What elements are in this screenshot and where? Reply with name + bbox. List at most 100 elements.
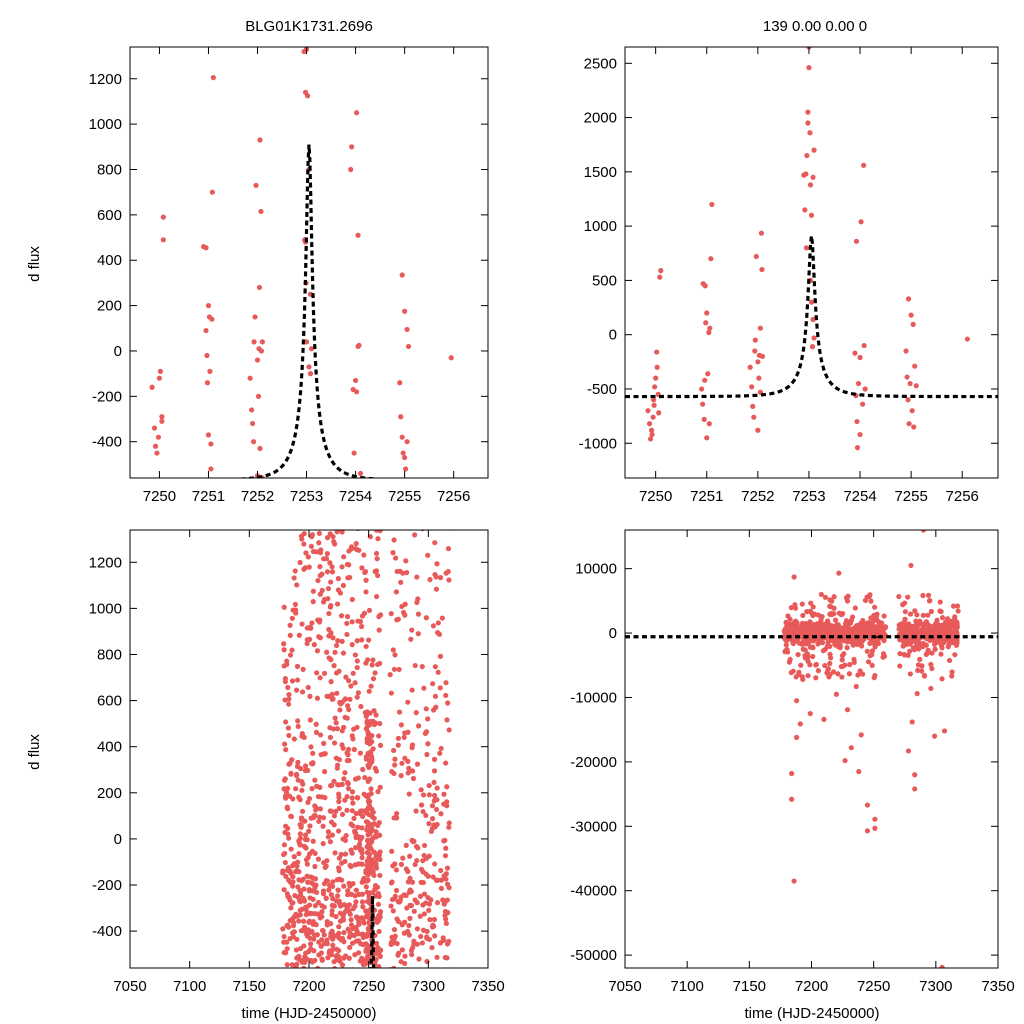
data-point (203, 245, 209, 251)
data-point (758, 230, 765, 236)
data-point (347, 696, 353, 702)
data-point (409, 951, 415, 958)
data-point (398, 861, 405, 867)
x-tick-label: 7254 (339, 488, 372, 505)
x-tick-label: 7250 (143, 488, 176, 505)
data-point (373, 865, 380, 871)
data-point (293, 964, 299, 968)
data-point (876, 628, 882, 635)
data-point (920, 640, 926, 646)
data-point (831, 611, 837, 617)
data-point (332, 965, 338, 968)
data-point (414, 969, 419, 974)
data-point (285, 701, 292, 707)
data-point (657, 274, 663, 280)
data-point (377, 784, 383, 790)
data-point (339, 935, 346, 942)
data-point (363, 660, 369, 666)
data-point (389, 848, 395, 854)
data-point (366, 894, 372, 900)
data-point (347, 574, 353, 581)
data-point (699, 386, 705, 392)
y-tick-label: 600 (97, 693, 122, 710)
data-point (424, 934, 430, 940)
data-point (911, 424, 917, 430)
data-point (307, 823, 313, 829)
data-point (423, 615, 429, 621)
ylabel-bottom-left: d flux (26, 734, 43, 770)
data-point (821, 716, 827, 722)
data-point (432, 933, 438, 939)
data-point (336, 868, 342, 874)
data-point (796, 669, 802, 675)
data-point (149, 384, 155, 390)
data-point (348, 166, 354, 173)
data-point (328, 657, 334, 663)
data-point (340, 912, 347, 918)
data-point (311, 932, 318, 938)
data-point (311, 642, 317, 648)
data-point (287, 935, 293, 942)
data-point (152, 443, 159, 449)
data-point (321, 932, 327, 938)
data-point (880, 654, 886, 660)
data-point (282, 776, 288, 782)
data-point (329, 832, 336, 838)
data-point (307, 895, 313, 901)
data-point (365, 832, 371, 838)
data-point (282, 829, 288, 836)
data-point (949, 673, 955, 679)
data-point (312, 777, 318, 783)
data-point (247, 375, 253, 381)
data-point (902, 630, 908, 637)
plot-frame (624, 46, 999, 479)
data-point (858, 219, 864, 225)
data-point (444, 865, 451, 871)
data-point (373, 550, 380, 557)
data-point (418, 787, 424, 793)
data-point (862, 386, 868, 392)
data-point (396, 709, 403, 715)
data-point (329, 912, 335, 918)
data-point (308, 957, 314, 964)
data-point (299, 808, 306, 814)
data-point (298, 822, 304, 828)
data-point (258, 208, 264, 215)
data-point (875, 640, 882, 647)
data-point (645, 408, 651, 414)
data-point (937, 608, 943, 614)
data-point (352, 829, 358, 835)
data-point (324, 941, 330, 947)
data-point (305, 928, 311, 934)
data-point (280, 870, 286, 876)
data-point (353, 540, 359, 547)
plot-frame (129, 529, 489, 969)
data-point (929, 665, 935, 672)
data-point (844, 645, 850, 651)
y-tick-label: 0 (609, 625, 617, 642)
data-point (391, 666, 398, 672)
data-point (343, 674, 349, 680)
data-point (310, 838, 316, 844)
xlabel-bottom-left: time (HJD-2450000) (241, 1005, 376, 1022)
data-point (443, 876, 449, 882)
data-point (859, 635, 865, 641)
data-point (806, 65, 812, 71)
data-point (377, 742, 384, 748)
data-point (349, 850, 355, 856)
data-point (448, 355, 454, 361)
data-point (300, 666, 306, 673)
data-point (872, 617, 878, 623)
data-point (321, 596, 328, 603)
data-point (291, 736, 297, 742)
data-point (849, 614, 856, 620)
data-point (941, 728, 948, 734)
data-point (376, 928, 382, 935)
data-point (926, 598, 933, 604)
data-point (356, 919, 362, 926)
data-point (288, 846, 294, 852)
data-point (312, 803, 318, 809)
data-point (377, 856, 383, 863)
data-point (294, 913, 300, 919)
data-point (339, 962, 346, 968)
